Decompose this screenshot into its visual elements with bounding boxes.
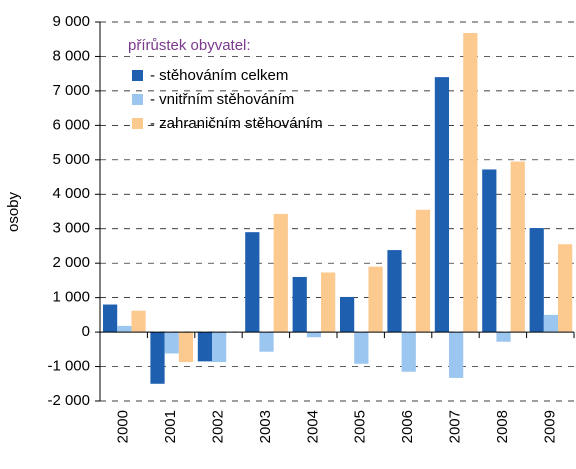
bar <box>321 272 336 333</box>
bar <box>212 332 227 363</box>
bar <box>368 266 383 333</box>
bar <box>482 169 497 333</box>
legend-swatch <box>132 94 143 105</box>
bar <box>434 77 450 333</box>
y-tick-label: 3 000 <box>52 220 90 237</box>
legend-label: - stěhováním celkem <box>150 67 288 84</box>
bar <box>197 332 213 362</box>
x-tick-label: 2001 <box>162 410 179 443</box>
x-tick-label: 2000 <box>115 410 132 443</box>
x-tick-label: 2006 <box>399 410 416 443</box>
bar <box>340 296 355 333</box>
legend-swatch <box>132 118 143 129</box>
y-tick-label: 6 000 <box>52 116 90 133</box>
bar <box>558 244 573 333</box>
y-tick-label: -2 000 <box>47 392 90 409</box>
bar <box>529 228 544 333</box>
x-tick-label: 2005 <box>352 410 369 443</box>
bar <box>463 33 478 333</box>
bar <box>387 250 402 333</box>
x-tick-label: 2004 <box>304 410 321 443</box>
legend-label: - zahraničním stěhováním <box>150 115 323 132</box>
bar <box>292 276 307 333</box>
x-tick-label: 2008 <box>494 410 511 443</box>
y-tick-label: 9 000 <box>52 13 90 30</box>
y-tick-label: 2 000 <box>52 254 90 271</box>
bar <box>401 332 416 372</box>
bar <box>273 213 288 333</box>
y-tick-label: 0 <box>82 323 90 340</box>
y-tick-label: 8 000 <box>52 47 90 64</box>
legend-swatch <box>132 70 143 81</box>
bar <box>415 209 431 333</box>
bar <box>103 304 118 333</box>
x-tick-label: 2009 <box>541 410 558 443</box>
y-tick-label: 5 000 <box>52 151 90 168</box>
y-axis-label: osoby <box>5 191 22 232</box>
bar <box>306 332 322 338</box>
bar <box>150 332 165 384</box>
bar <box>510 161 525 333</box>
bar <box>131 310 146 333</box>
bar <box>354 332 369 364</box>
x-tick-label: 2002 <box>209 410 226 443</box>
y-tick-label: 4 000 <box>52 185 90 202</box>
y-tick-label: 1 000 <box>52 289 90 306</box>
bar <box>543 314 559 333</box>
legend-label: - vnitřním stěhováním <box>150 91 294 108</box>
legend-title: přírůstek obyvatel: <box>128 37 251 54</box>
bar <box>178 332 194 363</box>
x-tick-label: 2003 <box>257 410 274 443</box>
bar <box>496 332 511 342</box>
y-tick-label: -1 000 <box>47 358 90 375</box>
bar <box>449 332 464 378</box>
bar <box>117 325 132 333</box>
x-tick-label: 2007 <box>446 410 463 443</box>
bar <box>164 332 179 354</box>
bar <box>259 332 274 352</box>
y-tick-label: 7 000 <box>52 82 90 99</box>
bar <box>245 232 260 333</box>
